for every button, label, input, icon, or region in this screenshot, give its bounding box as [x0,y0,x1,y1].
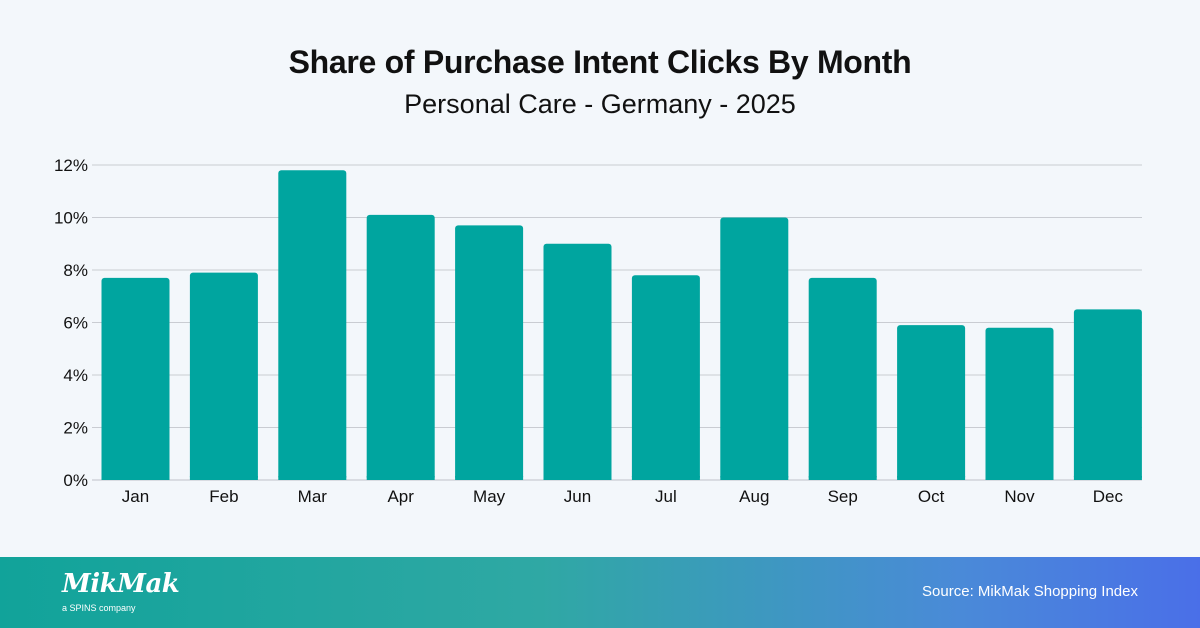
footer-banner: MikMak a SPINS company Source: MikMak Sh… [0,557,1200,628]
bar-sep [808,277,877,480]
y-tick-label: 6% [63,314,88,333]
bar-apr [366,214,435,480]
x-tick-label: Nov [1004,487,1035,506]
y-tick-label: 8% [63,261,88,280]
bar-base-dec [1073,476,1142,480]
y-axis-ticks: 0% 2% 4% 6% 8% 10% 12% [54,156,88,490]
y-tick-label: 12% [54,156,88,175]
x-tick-label: Apr [387,487,414,506]
bar-jul [631,275,700,480]
bar-chart: 0% 2% 4% 6% 8% 10% 12% Jan Feb Mar Apr May Jun Jul Au… [54,156,1142,506]
x-tick-label: Sep [828,487,858,506]
bar-base-jan [101,476,170,480]
bar-oct [897,325,966,480]
bar-base-feb [189,476,258,480]
bars [101,170,1142,480]
y-tick-label: 4% [63,366,88,385]
y-tick-label: 0% [63,471,88,490]
bar-base-nov [985,476,1054,480]
bar-base-jun [543,476,612,480]
bar-nov [985,327,1054,480]
bar-base-apr [366,476,435,480]
chart-title: Share of Purchase Intent Clicks By Month [288,44,912,80]
x-tick-label: Jun [564,487,591,506]
bar-base-jul [631,476,700,480]
bar-base-mar [278,476,347,480]
x-tick-label: Oct [918,487,945,506]
bar-mar [278,170,347,480]
bar-jan [101,277,170,480]
x-tick-label: Feb [209,487,238,506]
source-note: Source: MikMak Shopping Index [922,583,1138,600]
gridlines [92,164,1142,481]
bar-jun [543,243,612,480]
bar-dec [1073,309,1142,480]
bar-base-may [455,476,524,480]
x-tick-label: Mar [298,487,328,506]
x-tick-label: Jul [655,487,677,506]
y-tick-label: 10% [54,209,88,228]
bar-base-sep [808,476,877,480]
bar-base-oct [897,476,966,480]
bar-may [455,225,524,480]
x-tick-label: Jan [122,487,149,506]
x-axis-ticks: Jan Feb Mar Apr May Jun Jul Aug Sep Oct Nov Dec [122,487,1124,506]
logo-tagline: a SPINS company [62,603,136,613]
bar-aug [720,217,789,480]
x-tick-label: Dec [1093,487,1124,506]
bar-feb [189,272,258,480]
x-tick-label: Aug [739,487,769,506]
mikmak-logo: MikMak [62,569,180,599]
bar-base-aug [720,476,789,480]
x-tick-label: May [473,487,506,506]
y-tick-label: 2% [63,419,88,438]
chart-subtitle: Personal Care - Germany - 2025 [404,89,796,119]
